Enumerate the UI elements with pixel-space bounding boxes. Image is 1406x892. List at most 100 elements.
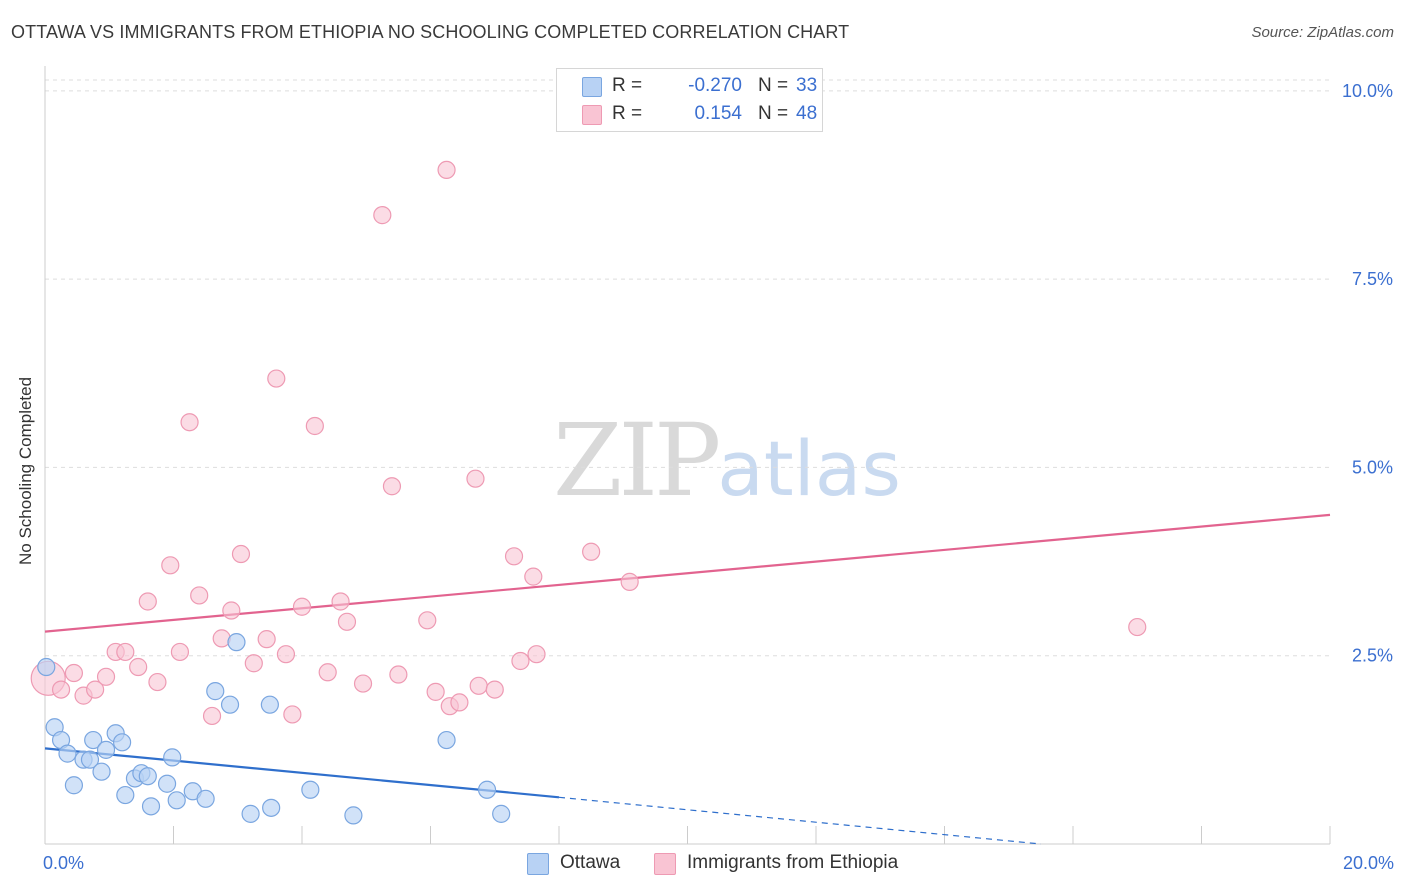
ottawa-point: [220, 695, 240, 714]
y-tick-label: 2.5%: [1352, 646, 1393, 666]
y-tick-label: 5.0%: [1352, 457, 1393, 477]
legend-swatch-ethiopia: [582, 105, 602, 125]
series-ethiopia-points: [30, 160, 1147, 726]
ethiopia-point: [318, 663, 337, 682]
ethiopia-point: [504, 547, 524, 566]
ethiopia-point: [353, 674, 373, 693]
legend-swatch-ottawa: [582, 77, 602, 97]
ottawa-point: [241, 804, 260, 823]
ethiopia-point: [620, 572, 639, 591]
correlation-legend: R = -0.270 N = 33 R = 0.154 N = 48: [556, 68, 823, 132]
bottom-legend-swatch-ottawa: [527, 853, 549, 875]
ottawa-point: [163, 748, 182, 767]
ottawa-point: [116, 785, 135, 805]
legend-r-label: R =: [612, 103, 643, 124]
ethiopia-point: [382, 477, 402, 496]
ottawa-point: [206, 682, 225, 701]
ethiopia-point: [51, 680, 71, 699]
ethiopia-point: [148, 672, 167, 692]
x-tick-label: 0.0%: [43, 853, 84, 873]
ottawa-point: [262, 798, 281, 817]
legend-n-label: N =: [758, 75, 789, 96]
legend-n-value: 33: [796, 75, 818, 96]
watermark-zip: ZIP: [553, 402, 721, 519]
trend-lines: [44, 513, 1331, 845]
ottawa-point: [138, 767, 157, 786]
ottawa-point: [437, 730, 456, 750]
ethiopia-point: [582, 542, 601, 561]
ottawa-point: [64, 776, 84, 795]
ethiopia-point: [331, 592, 350, 611]
ethiopia-point: [170, 642, 190, 662]
ethiopia-point: [292, 597, 312, 616]
ethiopia-point: [202, 706, 222, 726]
ethiopia-point: [96, 667, 116, 686]
ottawa-point: [141, 797, 161, 816]
ottawa-point: [344, 806, 363, 825]
ethiopia-point: [418, 611, 437, 630]
ethiopia-point: [389, 665, 408, 684]
ethiopia-point: [222, 601, 241, 620]
ethiopia-point: [116, 642, 135, 662]
ottawa-point: [80, 750, 100, 769]
bottom-legend-label-ottawa: Ottawa: [560, 852, 621, 873]
ethiopia-point: [244, 654, 263, 673]
ethiopia-point: [190, 586, 209, 605]
ethiopia-point: [276, 645, 296, 664]
trend-line-ottawa-extrapolated: [558, 796, 1041, 845]
gridlines: [45, 79, 1330, 657]
ethiopia-point: [511, 651, 530, 671]
watermark: ZIPatlas: [553, 402, 901, 519]
ottawa-point: [92, 762, 111, 781]
legend-r-value: 0.154: [694, 103, 742, 124]
ethiopia-point: [305, 416, 324, 436]
ethiopia-point: [231, 544, 251, 564]
axes: [44, 66, 1331, 845]
ottawa-point: [477, 780, 497, 799]
ottawa-point: [196, 789, 215, 808]
x-tick-label: 20.0%: [1343, 853, 1394, 873]
ottawa-point: [157, 774, 177, 793]
ethiopia-point: [1128, 617, 1147, 637]
ethiopia-point: [129, 657, 148, 677]
y-tick-label: 7.5%: [1352, 269, 1393, 289]
ottawa-point: [167, 791, 186, 810]
ottawa-point: [58, 744, 77, 763]
legend-r-label: R =: [612, 75, 643, 96]
ethiopia-point: [337, 612, 357, 631]
ottawa-point: [260, 695, 279, 714]
ottawa-point: [112, 733, 132, 752]
chart-title: OTTAWA VS IMMIGRANTS FROM ETHIOPIA NO SC…: [11, 22, 850, 42]
y-tick-label: 10.0%: [1342, 81, 1393, 101]
ethiopia-point: [426, 682, 445, 701]
bottom-legend-swatch-ethiopia: [654, 853, 676, 875]
ethiopia-point: [64, 663, 84, 683]
ethiopia-point: [161, 556, 180, 575]
ottawa-point: [84, 730, 103, 750]
ethiopia-point: [450, 693, 469, 712]
ottawa-point: [492, 804, 511, 823]
ottawa-point: [227, 633, 246, 652]
ethiopia-point: [86, 680, 105, 699]
ethiopia-point: [437, 160, 456, 180]
ethiopia-point: [466, 469, 485, 488]
ethiopia-point: [469, 676, 488, 695]
ethiopia-point: [257, 630, 276, 649]
ottawa-point: [37, 657, 56, 677]
ottawa-point: [301, 780, 320, 799]
ethiopia-point: [373, 206, 392, 225]
legend-r-value: -0.270: [688, 75, 742, 96]
ethiopia-point: [138, 592, 157, 611]
ethiopia-point: [283, 705, 302, 724]
source-label: Source: ZipAtlas.com: [1251, 24, 1394, 41]
legend-n-value: 48: [796, 103, 818, 124]
ethiopia-point: [485, 680, 504, 699]
series-ottawa-points: [37, 633, 511, 825]
ethiopia-point: [267, 369, 286, 388]
ethiopia-point: [524, 567, 543, 586]
trend-line-ethiopia: [44, 513, 1331, 633]
watermark-atlas: atlas: [717, 424, 901, 513]
ottawa-point: [96, 740, 116, 759]
bottom-legend-label-ethiopia: Immigrants from Ethiopia: [687, 852, 899, 873]
